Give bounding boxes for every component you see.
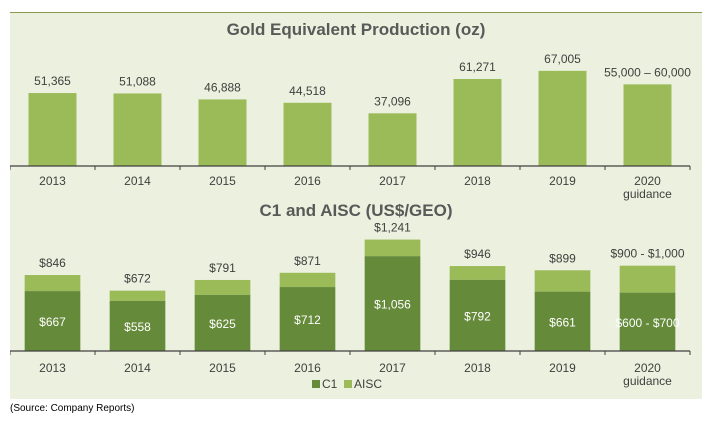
production-value-label: 51,088 xyxy=(119,74,156,88)
aisc-value-label: $899 xyxy=(549,251,576,265)
aisc-bar xyxy=(364,239,421,257)
production-chart-title: Gold Equivalent Production (oz) xyxy=(227,20,486,39)
production-bar xyxy=(453,78,502,166)
cost-x-tick-label: 2016 xyxy=(294,361,321,375)
c1-value-label: $792 xyxy=(464,309,491,323)
c1-bar xyxy=(449,279,506,351)
cost-x-tick-label: 2020 xyxy=(634,361,661,375)
c1-bar xyxy=(194,294,251,351)
legend-aisc-label: AISC xyxy=(354,377,382,391)
c1-bar xyxy=(279,287,336,351)
production-value-label: 44,518 xyxy=(289,84,326,98)
production-x-tick-label: 2014 xyxy=(124,174,151,188)
c1-bar xyxy=(24,291,81,351)
chart-panel: Gold Equivalent Production (oz) 51,365 51,… xyxy=(10,12,702,399)
legend-aisc-swatch xyxy=(344,380,352,388)
cost-x-tick-label: 2015 xyxy=(209,361,236,375)
c1-bar xyxy=(364,256,421,351)
c1-value-label: $661 xyxy=(549,315,576,329)
production-x-tick-label: guidance xyxy=(623,187,672,201)
production-x-tick-label: 2018 xyxy=(464,174,491,188)
aisc-value-label: $1,241 xyxy=(374,221,411,235)
cost-x-tick-label: 2019 xyxy=(549,361,576,375)
cost-x-tick-label: guidance xyxy=(623,374,672,388)
c1-value-label: $625 xyxy=(209,317,236,331)
aisc-value-label: $791 xyxy=(209,261,236,275)
c1-value-label: $667 xyxy=(39,315,66,329)
production-bar xyxy=(368,113,417,166)
cost-x-tick-label: 2014 xyxy=(124,361,151,375)
aisc-value-label: $672 xyxy=(124,272,151,286)
production-bar xyxy=(28,93,77,166)
production-bar xyxy=(538,70,587,166)
aisc-bar xyxy=(449,266,506,280)
aisc-bar xyxy=(109,290,166,301)
cost-x-tick-label: 2013 xyxy=(39,361,66,375)
aisc-bar xyxy=(279,272,336,288)
production-x-tick-label: 2019 xyxy=(549,174,576,188)
c1-value-label: $1,056 xyxy=(374,298,411,312)
legend-c1-label: C1 xyxy=(322,377,338,391)
production-value-label: 55,000 – 60,000 xyxy=(604,65,691,79)
production-value-label: 37,096 xyxy=(374,94,411,108)
c1-value-label: $712 xyxy=(294,313,321,327)
production-bar xyxy=(283,102,332,166)
c1-bar xyxy=(109,300,166,351)
production-value-label: 67,005 xyxy=(544,52,581,66)
production-value-label: 61,271 xyxy=(459,60,496,74)
production-x-tick-label: 2017 xyxy=(379,174,406,188)
aisc-bar xyxy=(619,265,676,293)
c1-bar xyxy=(619,292,676,351)
aisc-bar xyxy=(24,275,81,292)
production-value-label: 51,365 xyxy=(34,74,71,88)
production-bar xyxy=(198,99,247,166)
cost-x-tick-label: 2018 xyxy=(464,361,491,375)
production-x-tick-label: 2013 xyxy=(39,174,66,188)
source-note: (Source: Company Reports) xyxy=(10,403,135,414)
production-x-tick-label: 2016 xyxy=(294,174,321,188)
aisc-bar xyxy=(194,279,251,295)
aisc-value-label: $946 xyxy=(464,247,491,261)
aisc-value-label: $871 xyxy=(294,254,321,268)
aisc-bar xyxy=(534,270,591,292)
cost-x-tick-label: 2017 xyxy=(379,361,406,375)
production-x-tick-label: 2020 xyxy=(634,174,661,188)
production-value-label: 46,888 xyxy=(204,80,241,94)
legend-c1-swatch xyxy=(312,380,320,388)
aisc-value-label: $900 - $1,000 xyxy=(610,247,684,261)
c1-bar xyxy=(534,291,591,351)
c1-value-label: $558 xyxy=(124,320,151,334)
charts-svg: Gold Equivalent Production (oz) 51,365 51,… xyxy=(10,20,691,391)
c1-value-label: $600 - $700 xyxy=(615,316,679,330)
cost-chart-title: C1 and AISC (US$/GEO) xyxy=(259,201,452,220)
production-x-tick-label: 2015 xyxy=(209,174,236,188)
production-bar xyxy=(623,84,672,166)
aisc-value-label: $846 xyxy=(39,256,66,270)
production-bar xyxy=(113,93,162,166)
